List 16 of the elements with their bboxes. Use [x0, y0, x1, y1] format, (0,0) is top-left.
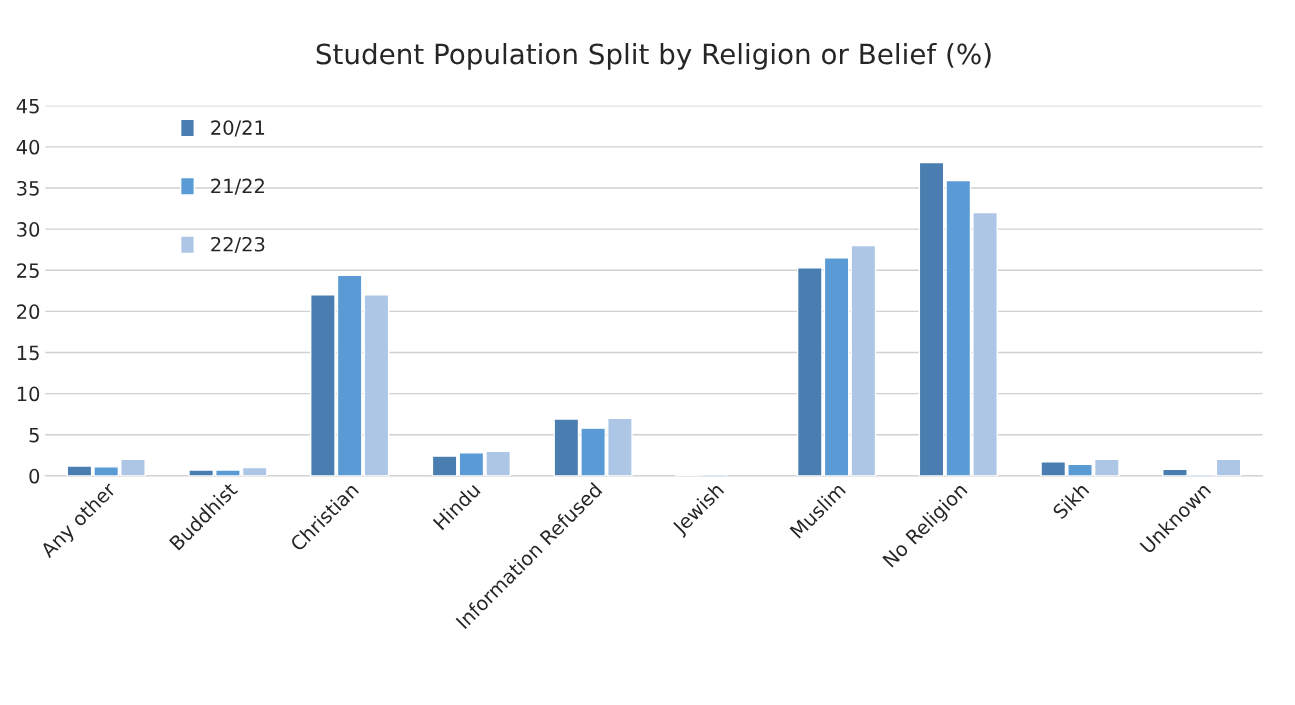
y-tick-label: 30: [17, 222, 40, 237]
y-tick-label: 40: [16, 139, 40, 155]
legend-label: 22/23: [211, 236, 265, 254]
y-tick-label: 0: [29, 468, 40, 484]
y-tick-label: 35: [17, 180, 39, 196]
y-tick-label: 45: [16, 98, 39, 114]
legend-label: 20/21: [211, 120, 265, 137]
chart-title: Student Population Split by Religion or Belief (%): [316, 42, 991, 70]
y-tick-label: 5: [29, 427, 39, 443]
y-tick-label: 15: [17, 345, 39, 361]
legend-label: 21/22: [211, 178, 264, 195]
y-tick-label: 20: [17, 304, 40, 320]
y-tick-label: 25: [17, 263, 39, 278]
y-tick-label: 10: [17, 386, 40, 402]
bar: [431, 455, 458, 476]
x-tick-label: Sikh: [1051, 481, 1090, 520]
